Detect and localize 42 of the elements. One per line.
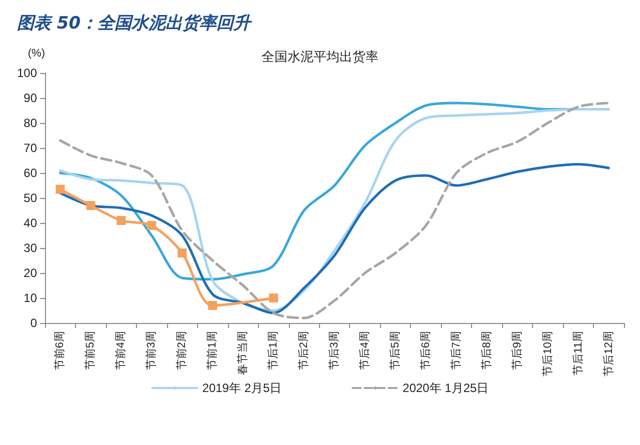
y-tick-label: 20 xyxy=(24,266,38,280)
y-tick-label: 10 xyxy=(24,291,38,305)
x-tick-label: 春节当周 xyxy=(236,331,250,375)
x-tick-label: 节前1周 xyxy=(206,331,219,370)
point xyxy=(86,201,96,210)
y-tick-label: 70 xyxy=(24,141,38,155)
point xyxy=(178,248,187,258)
x-tick-label: 节后8周 xyxy=(480,331,493,370)
y-tick-label: 0 xyxy=(30,316,38,330)
y-tick-label: 100 xyxy=(16,66,38,80)
x-tick-label: 节前6周 xyxy=(53,331,66,370)
x-tick-label: 节后11周 xyxy=(571,331,584,376)
x-tick-label: 节后3周 xyxy=(328,331,340,370)
x-tick-label: 节后10周 xyxy=(540,331,554,376)
y-tick-label: 90 xyxy=(24,91,38,105)
x-tick-label: 节后4周 xyxy=(358,331,371,370)
point xyxy=(208,301,218,310)
x-tick-label: 节前4周 xyxy=(114,331,128,370)
x-tick-label: 节后6周 xyxy=(418,331,432,370)
y-tick-label: 40 xyxy=(24,216,38,230)
y-tick-label: 80 xyxy=(24,116,38,130)
chart-title: 图表 50：全国水泥出货率回升 xyxy=(17,14,253,34)
x-tick-label: 节后9周 xyxy=(510,331,524,370)
point xyxy=(269,294,278,302)
y-tick-label: 60 xyxy=(24,166,38,180)
x-tick-label: 节前3周 xyxy=(144,331,158,370)
x-tick-label: 节后5周 xyxy=(388,331,402,370)
x-tick-label: 节后7周 xyxy=(449,331,462,370)
x-tick-label: 节前2周 xyxy=(175,331,188,370)
legend-label: 2020年 1月25日 xyxy=(402,381,489,395)
chart-subtitle: 全国水泥平均出货率 xyxy=(262,49,378,65)
point xyxy=(147,221,156,230)
point xyxy=(56,184,65,194)
x-tick-label: 节后12周 xyxy=(602,331,615,376)
y-axis-title: (%) xyxy=(28,48,45,60)
x-tick-label: 节后1周 xyxy=(266,331,280,370)
legend-label: 2019年 2月5日 xyxy=(202,381,282,395)
y-tick-label: 50 xyxy=(24,191,38,205)
point xyxy=(116,216,126,225)
x-tick-label: 节前5周 xyxy=(84,331,97,370)
y-tick-label: 30 xyxy=(24,241,38,255)
x-tick-label: 节后2周 xyxy=(297,331,310,370)
